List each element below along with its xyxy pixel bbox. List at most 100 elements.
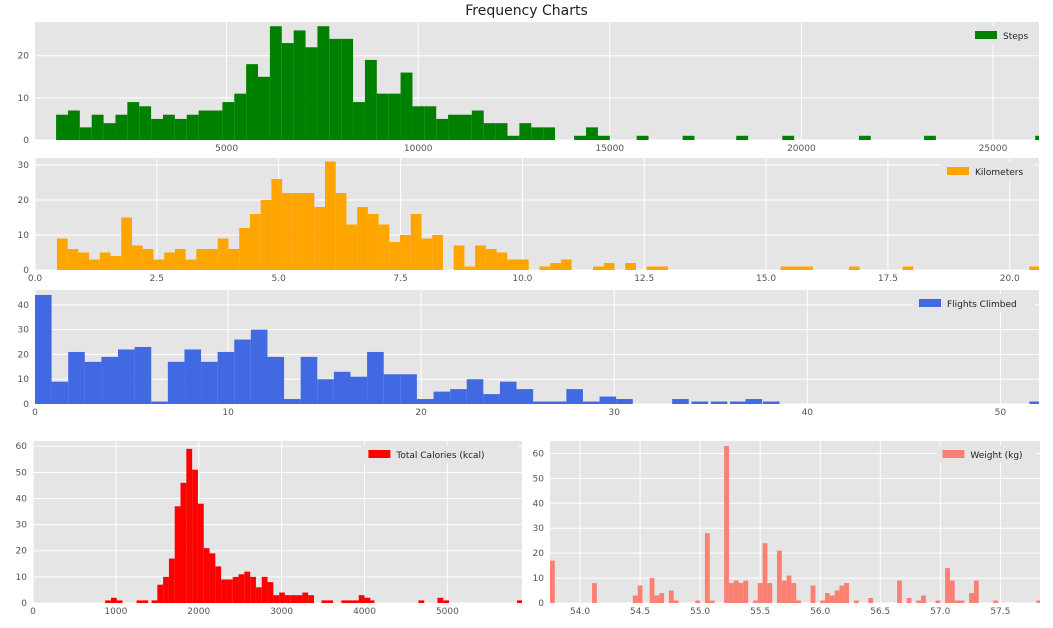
- histogram-bar: [284, 595, 291, 603]
- y-tick-label: 30: [18, 161, 30, 171]
- histogram-bar: [293, 30, 306, 140]
- histogram-bar: [781, 580, 787, 603]
- y-tick-label: 10: [16, 573, 28, 583]
- histogram-bar: [321, 600, 328, 603]
- histogram-bar: [646, 266, 658, 270]
- x-tick-label: 54.0: [570, 607, 590, 617]
- histogram-bar: [341, 38, 354, 140]
- x-tick-label: 5000: [215, 144, 238, 154]
- x-tick-label: 2000: [187, 607, 210, 617]
- histogram-bar: [636, 135, 649, 140]
- y-tick-label: 30: [16, 521, 28, 531]
- histogram-bar: [84, 361, 102, 404]
- histogram-bar: [174, 506, 181, 603]
- histogram-bar: [376, 93, 389, 140]
- y-tick-label: 30: [533, 524, 545, 534]
- legend-swatch: [368, 450, 391, 458]
- x-tick-label: 2.5: [150, 274, 164, 284]
- histogram-bar: [400, 235, 411, 270]
- histogram-bar: [637, 585, 643, 603]
- histogram-bar: [209, 553, 216, 603]
- histogram-bar: [246, 64, 259, 140]
- histogram-bar: [475, 245, 486, 270]
- histogram-bar: [244, 571, 251, 603]
- histogram-bar: [292, 193, 304, 270]
- histogram-bar: [267, 582, 274, 603]
- histogram-bar: [704, 533, 710, 603]
- histogram-bar: [271, 179, 283, 270]
- legend-box: [941, 162, 1035, 180]
- histogram-bar: [517, 600, 522, 603]
- histogram-bar: [367, 351, 384, 404]
- y-tick-label: 50: [16, 468, 28, 478]
- histogram-bar: [916, 600, 922, 603]
- histogram-bar: [757, 583, 763, 603]
- histogram-bar: [56, 114, 68, 140]
- y-tick-label: 10: [18, 375, 30, 385]
- x-tick-label: 10.0: [512, 274, 532, 284]
- histogram-bar: [164, 252, 175, 270]
- x-tick-label: 10: [222, 408, 234, 418]
- histogram-bar: [829, 595, 835, 603]
- histogram-bar: [142, 249, 154, 270]
- histogram-bar: [250, 329, 268, 404]
- legend-swatch: [942, 450, 965, 458]
- x-tick-label: 57.0: [930, 607, 950, 617]
- y-tick-label: 0: [21, 599, 27, 609]
- histogram-bar: [196, 249, 208, 270]
- histogram-bar: [762, 401, 780, 404]
- histogram-bar: [153, 259, 165, 270]
- histogram-bar: [507, 259, 518, 270]
- legend: Kilometers: [941, 162, 1035, 180]
- histogram-bar: [197, 503, 204, 603]
- x-tick-label: 54.5: [630, 607, 650, 617]
- chart-title: Frequency Charts: [465, 3, 588, 19]
- histogram-bar: [261, 576, 268, 603]
- histogram-bar: [668, 590, 674, 603]
- histogram-bar: [776, 550, 782, 603]
- histogram-bar: [174, 249, 186, 270]
- histogram-bar: [239, 228, 250, 270]
- histogram-bar: [464, 266, 476, 270]
- legend: Weight (kg): [936, 445, 1036, 463]
- x-tick-label: 12.5: [634, 274, 654, 284]
- calories-histogram: 0 1000 2000 3000 4000 5000 0 10 20 30 40 50 60 Total …: [16, 441, 522, 617]
- histogram-bar: [853, 600, 859, 603]
- histogram-bar: [99, 252, 111, 270]
- histogram-bar: [810, 585, 816, 603]
- histogram-bar: [157, 584, 164, 603]
- y-tick-label: 10: [533, 574, 545, 584]
- histogram-bar: [709, 600, 715, 603]
- histogram-bar: [424, 106, 437, 140]
- histogram-bar: [110, 597, 117, 603]
- legend-label: Total Calories (kcal): [395, 451, 484, 461]
- histogram-bar: [695, 600, 701, 603]
- histogram-bar: [448, 114, 460, 140]
- y-tick-label: 20: [18, 350, 30, 360]
- histogram-bar: [267, 356, 285, 404]
- histogram-bar: [993, 600, 998, 603]
- y-tick-label: 60: [533, 449, 545, 459]
- histogram-bar: [314, 207, 325, 270]
- histogram-bar: [368, 600, 375, 603]
- histogram-bar: [281, 43, 294, 140]
- histogram-bar: [324, 161, 336, 270]
- histogram-bar: [346, 224, 358, 270]
- y-tick-label: 0: [23, 136, 29, 146]
- flights-climbed-histogram: 0 10 20 30 40 50 0 10 20 30 40 Flights Climbed: [18, 290, 1039, 418]
- histogram-bar: [1035, 135, 1039, 140]
- y-tick-label: 0: [538, 599, 544, 609]
- histogram-bar: [273, 595, 280, 603]
- x-tick-label: 5.0: [272, 274, 287, 284]
- histogram-bar: [358, 595, 365, 603]
- histogram-bar: [101, 356, 119, 404]
- histogram-bar: [507, 135, 520, 140]
- histogram-bar: [186, 114, 199, 140]
- histogram-bar: [249, 214, 261, 270]
- y-tick-label: 40: [533, 499, 545, 509]
- plot-background: [550, 441, 1040, 603]
- histogram-bar: [228, 249, 240, 270]
- histogram-bar: [353, 102, 365, 140]
- histogram-bar: [762, 543, 768, 603]
- histogram-bar: [186, 448, 193, 603]
